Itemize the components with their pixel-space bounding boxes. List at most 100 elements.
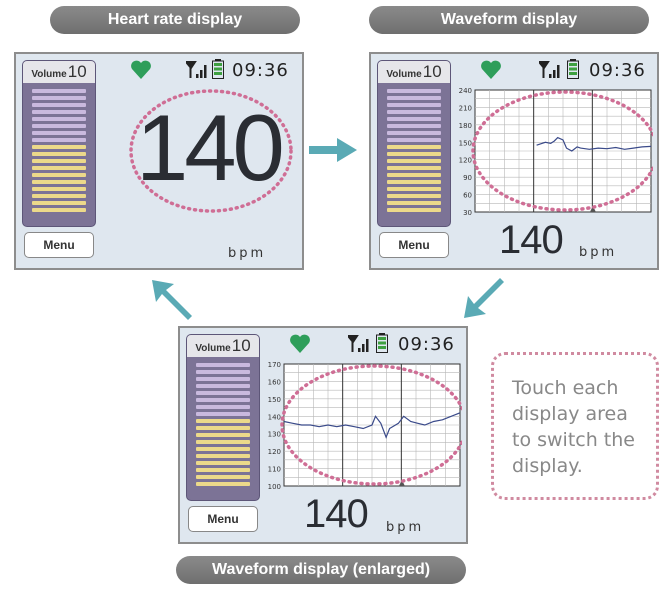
volume-label: Volume 10 xyxy=(23,61,95,83)
volume-bar xyxy=(387,96,441,100)
volume-bar xyxy=(387,201,441,205)
volume-bar xyxy=(196,398,250,402)
label-heart-rate-display: Heart rate display xyxy=(50,6,300,34)
volume-bar xyxy=(387,166,441,170)
screen-waveform-enlarged[interactable]: Volume 10 Menu 09:36 170 160 150 140 130 120 11… xyxy=(178,326,468,544)
volume-bar xyxy=(32,110,86,114)
volume-bar xyxy=(196,391,250,395)
volume-label: Volume 10 xyxy=(378,61,450,83)
y-tick-label: 150 xyxy=(459,139,472,147)
volume-bar xyxy=(32,145,86,149)
volume-panel[interactable]: Volume 10 xyxy=(186,334,260,501)
y-tick-label: 100 xyxy=(268,483,281,490)
volume-bar xyxy=(387,159,441,163)
volume-bar xyxy=(32,89,86,93)
screen-waveform[interactable]: Volume 10 Menu 09:36 240 210 180 150 120 90 60 3… xyxy=(369,52,659,270)
volume-bar xyxy=(196,482,250,486)
bpm-unit: bpm xyxy=(228,246,267,261)
volume-bar xyxy=(32,152,86,156)
y-tick-label: 140 xyxy=(268,413,281,421)
bpm-unit: bpm xyxy=(386,520,425,535)
waveform-area[interactable]: 170 160 150 140 130 120 110 100 xyxy=(262,360,462,490)
menu-button[interactable]: Menu xyxy=(24,232,94,258)
volume-label: Volume 10 xyxy=(187,335,259,357)
clock-time: 09:36 xyxy=(398,334,455,355)
label-waveform-display: Waveform display xyxy=(369,6,649,34)
volume-bar xyxy=(387,152,441,156)
arrow-right-icon xyxy=(309,138,357,162)
y-tick-label: 160 xyxy=(268,378,281,386)
touch-area-ellipse[interactable] xyxy=(126,86,296,216)
volume-bar xyxy=(196,433,250,437)
volume-bar xyxy=(196,377,250,381)
label-waveform-display-enlarged: Waveform display (enlarged) xyxy=(176,556,466,584)
volume-bar xyxy=(32,187,86,191)
y-tick-label: 90 xyxy=(463,174,472,182)
menu-button[interactable]: Menu xyxy=(379,232,449,258)
volume-bar xyxy=(387,110,441,114)
bpm-unit: bpm xyxy=(579,245,618,260)
menu-button[interactable]: Menu xyxy=(188,506,258,532)
y-tick-label: 30 xyxy=(463,209,472,216)
volume-bars xyxy=(196,363,250,489)
y-tick-label: 240 xyxy=(459,87,472,95)
volume-panel[interactable]: Volume 10 xyxy=(22,60,96,227)
volume-bar xyxy=(196,426,250,430)
volume-bar xyxy=(196,454,250,458)
volume-bar xyxy=(387,124,441,128)
volume-bar xyxy=(387,187,441,191)
heart-icon xyxy=(290,334,310,353)
volume-bar xyxy=(32,208,86,212)
battery-icon xyxy=(567,59,579,79)
y-tick-label: 170 xyxy=(268,361,281,369)
y-tick-label: 150 xyxy=(268,396,281,404)
heart-rate-value: 140 xyxy=(136,95,285,200)
y-tick-label: 120 xyxy=(268,448,281,456)
y-tick-label: 210 xyxy=(459,104,472,112)
volume-bar xyxy=(32,96,86,100)
heart-icon xyxy=(481,60,501,79)
heart-rate-value: 140 xyxy=(499,218,564,262)
y-tick-label: 180 xyxy=(459,122,472,130)
volume-bar xyxy=(32,159,86,163)
volume-bars xyxy=(32,89,86,215)
volume-bar xyxy=(196,419,250,423)
waveform-area[interactable]: 240 210 180 150 120 90 60 30 xyxy=(453,86,653,216)
heart-icon xyxy=(131,60,151,79)
signal-icon xyxy=(539,61,560,78)
volume-bar xyxy=(387,180,441,184)
volume-bar xyxy=(387,131,441,135)
volume-bar xyxy=(387,173,441,177)
volume-bar xyxy=(32,166,86,170)
volume-bar xyxy=(196,475,250,479)
battery-icon xyxy=(376,333,388,353)
volume-bars xyxy=(387,89,441,215)
instruction-text: Touch each display area to switch the di… xyxy=(512,377,635,477)
volume-bar xyxy=(196,468,250,472)
volume-bar xyxy=(32,201,86,205)
volume-panel[interactable]: Volume 10 xyxy=(377,60,451,227)
signal-icon xyxy=(348,335,369,352)
volume-bar xyxy=(387,138,441,142)
time-marker-icon xyxy=(398,480,405,486)
heart-rate-trace xyxy=(283,412,461,439)
volume-bar xyxy=(32,180,86,184)
touch-area-ellipse xyxy=(471,90,653,212)
volume-bar xyxy=(196,440,250,444)
volume-bar xyxy=(32,117,86,121)
instruction-note: Touch each display area to switch the di… xyxy=(491,352,659,500)
volume-bar xyxy=(32,124,86,128)
signal-icon xyxy=(186,61,207,78)
volume-bar xyxy=(32,103,86,107)
clock-time: 09:36 xyxy=(232,60,289,81)
screen-heart-rate[interactable]: Volume 10 Menu 09:36 140 bpm xyxy=(14,52,304,270)
volume-bar xyxy=(387,89,441,93)
volume-bar xyxy=(196,412,250,416)
volume-bar xyxy=(32,173,86,177)
battery-icon xyxy=(212,59,224,79)
y-tick-label: 60 xyxy=(463,192,472,200)
volume-bar xyxy=(32,194,86,198)
volume-bar xyxy=(196,461,250,465)
volume-bar xyxy=(196,447,250,451)
heart-rate-value: 140 xyxy=(304,492,369,536)
